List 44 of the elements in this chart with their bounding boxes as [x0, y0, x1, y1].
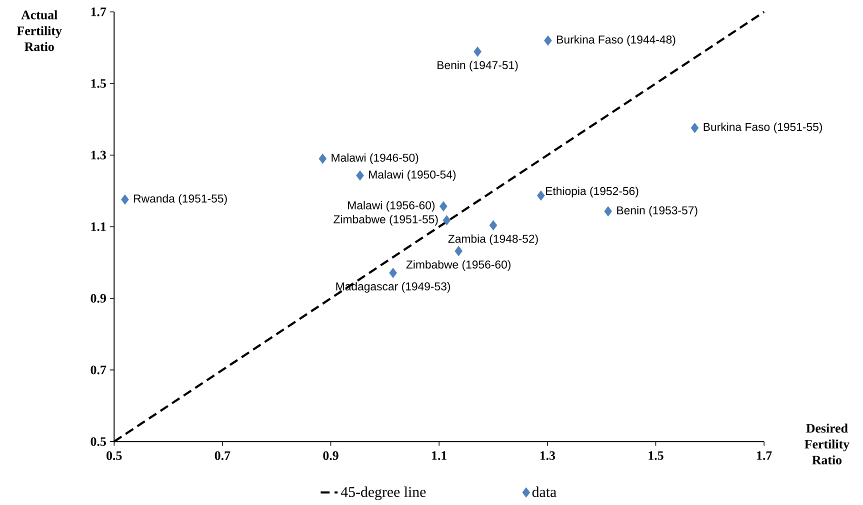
y-axis-title: Actual Fertility Ratio [17, 10, 62, 52]
annotation: Benin (1947-51) [438, 60, 518, 72]
point [318, 154, 327, 164]
annotation: Burkina Faso (1951-55) [704, 122, 822, 134]
point [489, 220, 498, 230]
legend-label: 45-degree line [340, 486, 426, 500]
point [604, 206, 612, 216]
x-tick-label: 0.5 [106, 451, 122, 460]
point [442, 215, 451, 226]
y-tick-label: 1.7 [91, 8, 106, 16]
annotation: Zimbabwe (1956-60) [406, 260, 510, 271]
y-tick-label: 0.5 [90, 437, 106, 446]
x-tick-label: 1.3 [540, 451, 556, 460]
point [454, 246, 463, 256]
point [356, 170, 364, 181]
point [544, 35, 552, 46]
annotation: Zimbabwe (1951-55) [334, 214, 438, 226]
annotation: Madagascar (1949-53) [336, 282, 450, 293]
x-tick-label: 1.1 [432, 451, 446, 460]
y-tick-label: 1.5 [91, 79, 106, 88]
annotation: Benin (1953-57) [617, 206, 698, 217]
annotation: Burkina Faso (1944-48) [557, 35, 676, 46]
point [690, 122, 699, 134]
annotation: Malawi (1946-50) [332, 153, 418, 164]
annotation: Rwanda (1951-55) [134, 194, 227, 205]
point [389, 268, 397, 278]
y-tick-label: 0.7 [90, 366, 106, 374]
y-tick-label: 0.9 [90, 294, 106, 303]
legend-label: data [532, 486, 556, 497]
point [474, 46, 482, 57]
x-tick-label: 1.5 [648, 451, 664, 460]
annotation: Malawi (1956-60) [348, 200, 435, 212]
point [121, 194, 129, 205]
annotation: Zambia (1948-52) [448, 234, 538, 246]
annotation: Ethiopia (1952-56) [546, 186, 638, 198]
point [440, 201, 448, 212]
x-tick-label: 0.7 [214, 451, 230, 460]
annotation: Malawi (1950-54) [369, 170, 456, 181]
x-axis-title: Desired Fertility Ratio [804, 424, 850, 464]
x-tick-label: 0.9 [323, 451, 338, 460]
y-tick-label: 1.3 [91, 150, 106, 160]
point [537, 190, 545, 201]
y-tick-label: 1.1 [91, 222, 106, 232]
x-tick-label: 1.7 [757, 451, 772, 460]
